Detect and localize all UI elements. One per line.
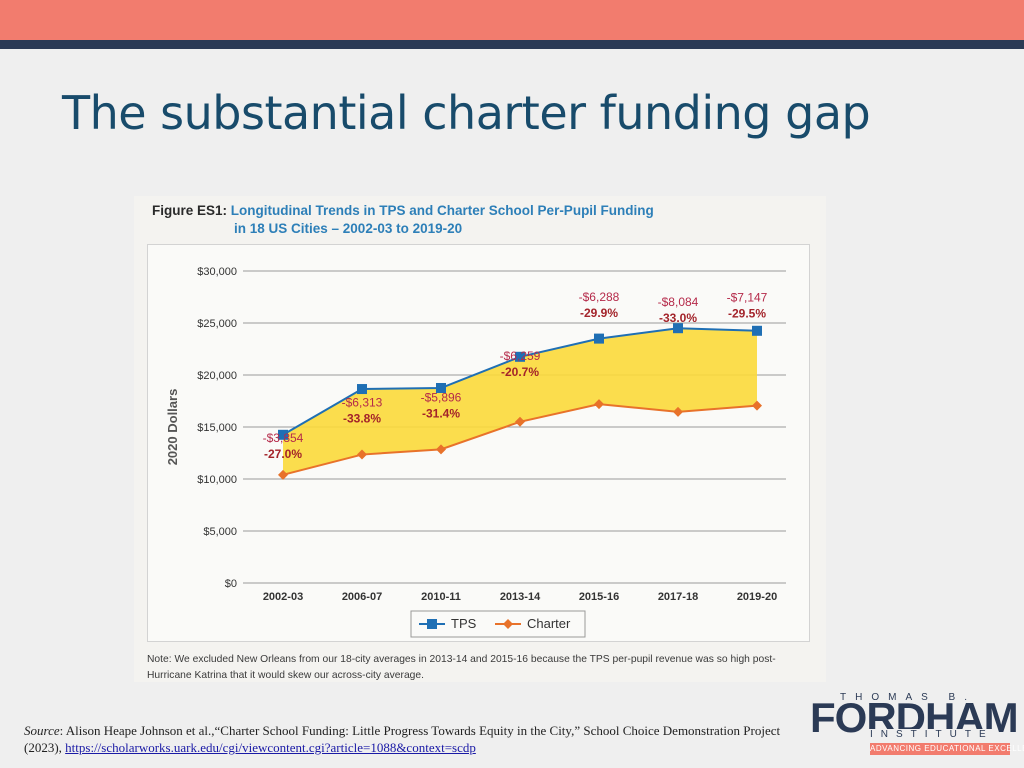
figure-heading: Figure ES1: Longitudinal Trends in TPS a… bbox=[152, 202, 654, 238]
tps-point bbox=[436, 383, 446, 393]
source-link[interactable]: https://scholarworks.uark.edu/cgi/viewco… bbox=[65, 740, 476, 755]
gap-amount-label: -$5,896 bbox=[421, 390, 462, 404]
gap-percent-label: -31.4% bbox=[422, 406, 460, 420]
line-chart: $0 $5,000 $10,000 $15,000 $20,000 $25,000 $30,… bbox=[165, 266, 786, 638]
tps-point bbox=[357, 384, 367, 395]
legend-tps-label: TPS bbox=[451, 616, 477, 631]
y-tick-label: $25,000 bbox=[197, 318, 237, 330]
source-label: Source bbox=[24, 723, 60, 738]
slide-title: The substantial charter funding gap bbox=[62, 86, 871, 140]
figure-label: Figure ES1: bbox=[152, 203, 228, 218]
gap-amount-label: -$3,854 bbox=[263, 431, 304, 445]
charter-point bbox=[673, 406, 683, 417]
figure-note: Note: We excluded New Orleans from our 1… bbox=[147, 654, 776, 681]
charter-point bbox=[515, 416, 525, 427]
tps-point bbox=[278, 429, 288, 440]
gap-percent-label: -27.0% bbox=[264, 447, 302, 461]
figure-panel: Figure ES1: Longitudinal Trends in TPS a… bbox=[134, 196, 826, 682]
logo-top-text: THOMAS B. bbox=[840, 692, 977, 703]
gap-amount-label: -$8,084 bbox=[658, 295, 699, 309]
charter-point bbox=[357, 449, 367, 460]
figure-title-line1: Longitudinal Trends in TPS and Charter S… bbox=[230, 203, 654, 218]
charter-point bbox=[436, 444, 446, 455]
top-accent-bar bbox=[0, 0, 1024, 40]
x-tick-label: 2002-03 bbox=[263, 591, 303, 603]
charter-point bbox=[278, 469, 288, 480]
x-tick-label: 2006-07 bbox=[342, 591, 382, 603]
legend-tps-marker bbox=[427, 619, 437, 629]
tps-point bbox=[594, 333, 604, 344]
gap-amount-label: -$7,147 bbox=[727, 291, 768, 305]
tps-point bbox=[673, 323, 683, 334]
gap-amount-label: -$6,259 bbox=[500, 349, 541, 363]
y-tick-label: $30,000 bbox=[197, 266, 237, 278]
figure-title-line2: in 18 US Cities – 2002-03 to 2019-20 bbox=[234, 221, 463, 236]
gap-percent-label: -33.8% bbox=[343, 412, 381, 426]
gap-percent-label: -20.7% bbox=[501, 365, 539, 379]
tps-point bbox=[515, 351, 525, 362]
x-tick-label: 2010-11 bbox=[421, 591, 461, 603]
gap-percent-label: -29.5% bbox=[728, 307, 766, 321]
x-tick-label: 2015-16 bbox=[579, 591, 619, 603]
legend-charter-label: Charter bbox=[527, 616, 571, 631]
y-tick-label: $5,000 bbox=[203, 526, 237, 538]
legend-charter-marker bbox=[503, 619, 513, 629]
charter-point bbox=[752, 400, 762, 411]
y-tick-label: $10,000 bbox=[197, 474, 237, 486]
y-tick-label: $15,000 bbox=[197, 422, 237, 434]
x-tick-label: 2019-20 bbox=[737, 591, 777, 603]
charter-point bbox=[594, 399, 604, 410]
tps-point bbox=[752, 325, 762, 336]
logo-tagline: ADVANCING EDUCATIONAL EXCELLENCE bbox=[870, 743, 1024, 755]
y-tick-label: $0 bbox=[225, 578, 237, 590]
x-tick-label: 2017-18 bbox=[658, 591, 698, 603]
y-axis-label: 2020 Dollars bbox=[165, 389, 180, 466]
logo-bottom-text: INSTITUTE bbox=[868, 729, 996, 740]
top-divider-line bbox=[0, 40, 1024, 49]
y-tick-label: $20,000 bbox=[197, 370, 237, 382]
gap-amount-label: -$6,288 bbox=[579, 290, 620, 304]
source-citation: Source: Alison Heape Johnson et al.,“Cha… bbox=[24, 722, 804, 756]
chart-box: $0 $5,000 $10,000 $15,000 $20,000 $25,000 $30,… bbox=[147, 244, 810, 642]
x-tick-label: 2013-14 bbox=[500, 591, 541, 603]
source-text: : Alison Heape Johnson et al.,“Charter S… bbox=[24, 723, 781, 755]
gap-amount-label: -$6,313 bbox=[342, 396, 383, 410]
funding-gap-area bbox=[283, 328, 757, 475]
fordham-logo: THOMAS B. FORDHAM INSTITUTE ADVANCING ED… bbox=[808, 692, 1024, 756]
gap-percent-label: -33.0% bbox=[659, 311, 697, 325]
gap-percent-label: -29.9% bbox=[580, 306, 618, 320]
